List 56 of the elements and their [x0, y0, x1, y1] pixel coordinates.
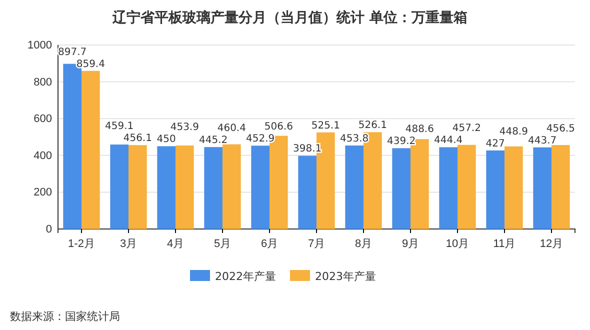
bar	[222, 144, 241, 229]
bar	[345, 146, 364, 229]
y-tick-label: 400	[34, 150, 52, 162]
x-tick-label: 11月	[493, 238, 516, 250]
data-label: 526.1	[358, 120, 387, 132]
x-tick-label: 4月	[166, 238, 184, 250]
data-label: 897.7	[58, 46, 87, 58]
data-label: 488.6	[405, 124, 434, 136]
x-tick-label: 1-2月	[68, 238, 95, 250]
data-label: 443.7	[528, 135, 557, 146]
x-tick-label: 6月	[260, 238, 278, 250]
data-label: 506.6	[264, 122, 293, 133]
bar	[552, 145, 570, 229]
bar	[458, 144, 476, 229]
legend-label: 2022年产量	[215, 270, 276, 283]
x-tick-label: 7月	[308, 238, 326, 250]
x-tick-label: 10月	[446, 238, 470, 250]
bar	[128, 145, 147, 229]
data-label: 525.1	[311, 120, 340, 132]
legend-label: 2023年产量	[315, 270, 376, 283]
x-tick-label: 8月	[354, 238, 372, 250]
x-tick-label: 5月	[214, 238, 232, 250]
x-tick-label: 9月	[402, 238, 420, 250]
data-label: 453.9	[170, 122, 199, 134]
data-label: 456.5	[546, 123, 575, 134]
source-note: 数据来源：国家统计局	[10, 310, 120, 323]
x-tick-label: 12月	[540, 238, 564, 250]
data-label: 456.1	[123, 133, 152, 144]
bar	[298, 156, 316, 229]
data-label: 459.1	[105, 121, 134, 132]
bar	[110, 144, 128, 229]
chart-title: 辽宁省平板玻璃产量分月（当月值）统计 单位：万重量箱	[112, 9, 468, 26]
y-tick-label: 1000	[28, 40, 52, 52]
bar	[486, 150, 504, 229]
data-label: 859.4	[76, 58, 105, 70]
bar	[157, 146, 176, 229]
data-label: 427	[486, 138, 505, 150]
bar	[504, 146, 523, 229]
bar	[533, 147, 552, 229]
y-tick-label: 0	[46, 224, 52, 236]
data-label: 457.2	[452, 123, 481, 134]
data-label: 460.4	[217, 123, 246, 134]
y-tick-label: 800	[34, 76, 52, 88]
data-label: 444.4	[434, 135, 463, 146]
bar	[439, 147, 458, 229]
bar	[82, 70, 100, 229]
data-label: 448.9	[499, 126, 528, 138]
x-tick-label: 3月	[120, 238, 138, 250]
bar	[176, 145, 194, 229]
bar	[392, 148, 410, 229]
data-label: 450	[156, 134, 176, 146]
bar	[204, 147, 222, 229]
y-tick-label: 600	[34, 113, 52, 126]
bar	[251, 146, 270, 229]
data-label: 445.2	[199, 135, 228, 146]
y-tick-label: 200	[34, 186, 52, 199]
